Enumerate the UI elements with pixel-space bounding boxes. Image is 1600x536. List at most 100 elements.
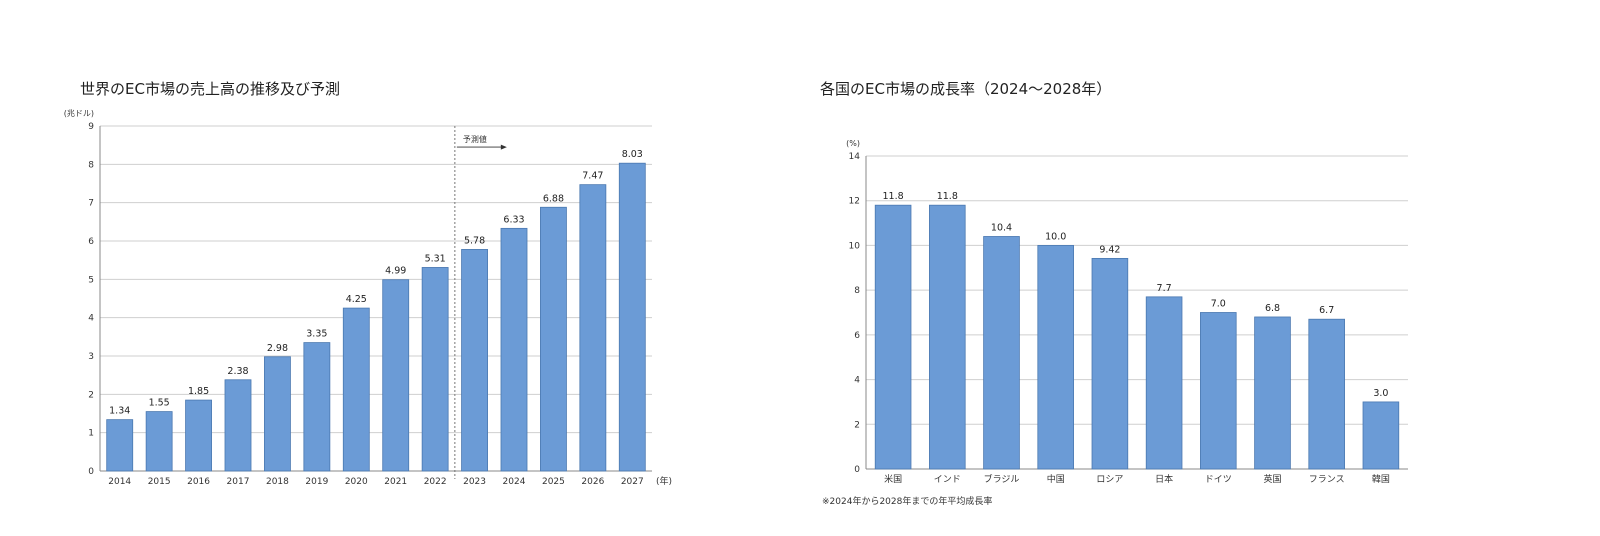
bar-value-label: 1.85: [188, 386, 209, 397]
bar: [500, 227, 528, 472]
x-tick-label: 2019: [305, 477, 328, 487]
bar: [983, 236, 1020, 470]
x-tick-label: 2015: [148, 477, 171, 487]
bar: [461, 249, 488, 472]
bar: [929, 204, 966, 470]
chart-title-growth-rate: 各国のEC市場の成長率（2024〜2028年）: [820, 80, 1112, 98]
bar-value-label: 1.55: [149, 398, 170, 409]
y-tick-label: 10: [849, 241, 861, 251]
bar-value-label: 2.38: [227, 366, 248, 377]
bar-value-label: 11.8: [937, 191, 958, 202]
bar: [303, 342, 331, 472]
bar: [1362, 401, 1400, 470]
bar-value-label: 7.7: [1157, 283, 1172, 294]
growth-rate-footnote: ※2024年から2028年までの年平均成長率: [822, 497, 993, 507]
bar: [540, 206, 567, 472]
y-tick-label: 8: [854, 286, 860, 296]
y-tick-label: 3: [88, 352, 94, 362]
x-tick-label: 米国: [884, 473, 902, 485]
y-tick-label: 4: [854, 376, 860, 386]
bar: [1091, 257, 1129, 470]
x-tick-label: 日本: [1155, 473, 1173, 485]
y-tick-label: 6: [88, 237, 94, 247]
x-axis-unit: (年): [656, 475, 672, 487]
y-tick-label: 6: [854, 331, 860, 341]
x-tick-label: 2016: [187, 477, 210, 487]
forecast-label: 予測値: [463, 134, 487, 144]
x-tick-label: 2022: [424, 477, 447, 487]
bar: [1254, 316, 1291, 470]
bar: [421, 267, 449, 472]
bar-value-label: 4.99: [385, 266, 406, 277]
bar: [382, 279, 410, 472]
x-tick-label: 2020: [345, 477, 368, 487]
x-tick-label: 2021: [384, 477, 407, 487]
bar-value-label: 2.98: [267, 343, 288, 354]
bar-value-label: 6.88: [543, 193, 564, 204]
x-tick-label: ブラジル: [984, 473, 1020, 485]
bar: [618, 162, 646, 472]
bar-value-label: 7.0: [1211, 299, 1226, 310]
y-tick-label: 14: [849, 152, 861, 162]
y-tick-label: 2: [88, 390, 94, 400]
bar-value-label: 9.42: [1099, 244, 1120, 255]
bar: [224, 379, 252, 472]
bar-value-label: 8.03: [622, 149, 643, 160]
bar-value-label: 3.0: [1373, 388, 1388, 399]
bar-value-label: 6.8: [1265, 303, 1280, 314]
y-tick-label: 0: [88, 467, 94, 477]
bar: [579, 184, 607, 472]
market-sales-chart: 0 1 2 3 4 5 6 7 8 9 (兆ドル) 1.34 2014 1.55 2015 1.85 2016 2…: [64, 108, 672, 487]
forecast-arrow-head: [500, 144, 507, 150]
bar: [342, 307, 370, 472]
bar-value-label: 7.47: [582, 171, 603, 182]
y-tick-label: 2: [854, 420, 860, 430]
growth-rate-chart: 0 2 4 6 8 10 12 14 (%) 11.8 米国 11.8 インド 10.4 ブラジル 10.0 中…: [846, 139, 1408, 485]
bar-value-label: 6.7: [1319, 305, 1334, 316]
y-tick-label: 5: [88, 275, 94, 285]
y-tick-label: 9: [88, 122, 94, 132]
bar: [145, 411, 173, 472]
x-tick-label: ドイツ: [1205, 475, 1232, 485]
x-tick-label: 2018: [266, 477, 289, 487]
x-tick-label: 2026: [581, 477, 604, 487]
bar-value-label: 5.31: [425, 253, 446, 264]
bar-value-label: 6.33: [503, 214, 524, 225]
bar-value-label: 11.8: [883, 191, 904, 202]
bar: [1200, 312, 1237, 470]
y-tick-label: 7: [88, 199, 94, 209]
chart-title-market-sales: 世界のEC市場の売上高の推移及び予測: [80, 80, 340, 98]
y-axis-unit: (兆ドル): [64, 108, 94, 118]
bar-value-label: 5.78: [464, 235, 485, 246]
bar: [106, 419, 134, 472]
y-tick-label: 12: [849, 197, 860, 207]
y-tick-label: 4: [88, 314, 94, 324]
x-tick-label: 2027: [621, 477, 644, 487]
y-tick-label: 8: [88, 160, 94, 170]
x-tick-label: 韓国: [1372, 474, 1390, 485]
bar: [1308, 318, 1345, 470]
y-tick-label: 1: [88, 429, 94, 439]
x-tick-label: ロシア: [1096, 475, 1123, 485]
x-tick-label: フランス: [1309, 474, 1345, 485]
bar-value-label: 3.35: [306, 329, 327, 340]
x-tick-label: 英国: [1263, 473, 1281, 485]
x-tick-label: 2017: [227, 477, 250, 487]
y-axis-unit: (%): [846, 139, 860, 148]
x-tick-label: インド: [934, 475, 961, 485]
bar-value-label: 1.34: [109, 406, 130, 417]
bar: [185, 399, 212, 472]
bar: [874, 204, 912, 470]
bar: [264, 356, 291, 472]
bar: [1145, 296, 1183, 470]
y-tick-label: 0: [854, 465, 860, 475]
x-tick-label: 2024: [503, 477, 526, 487]
bar-value-label: 4.25: [346, 294, 367, 305]
x-tick-label: 2025: [542, 477, 565, 487]
x-tick-label: 中国: [1047, 473, 1065, 485]
bar: [1037, 245, 1074, 470]
bar-value-label: 10.0: [1045, 231, 1066, 242]
x-tick-label: 2014: [108, 477, 131, 487]
bar-value-label: 10.4: [991, 222, 1012, 233]
